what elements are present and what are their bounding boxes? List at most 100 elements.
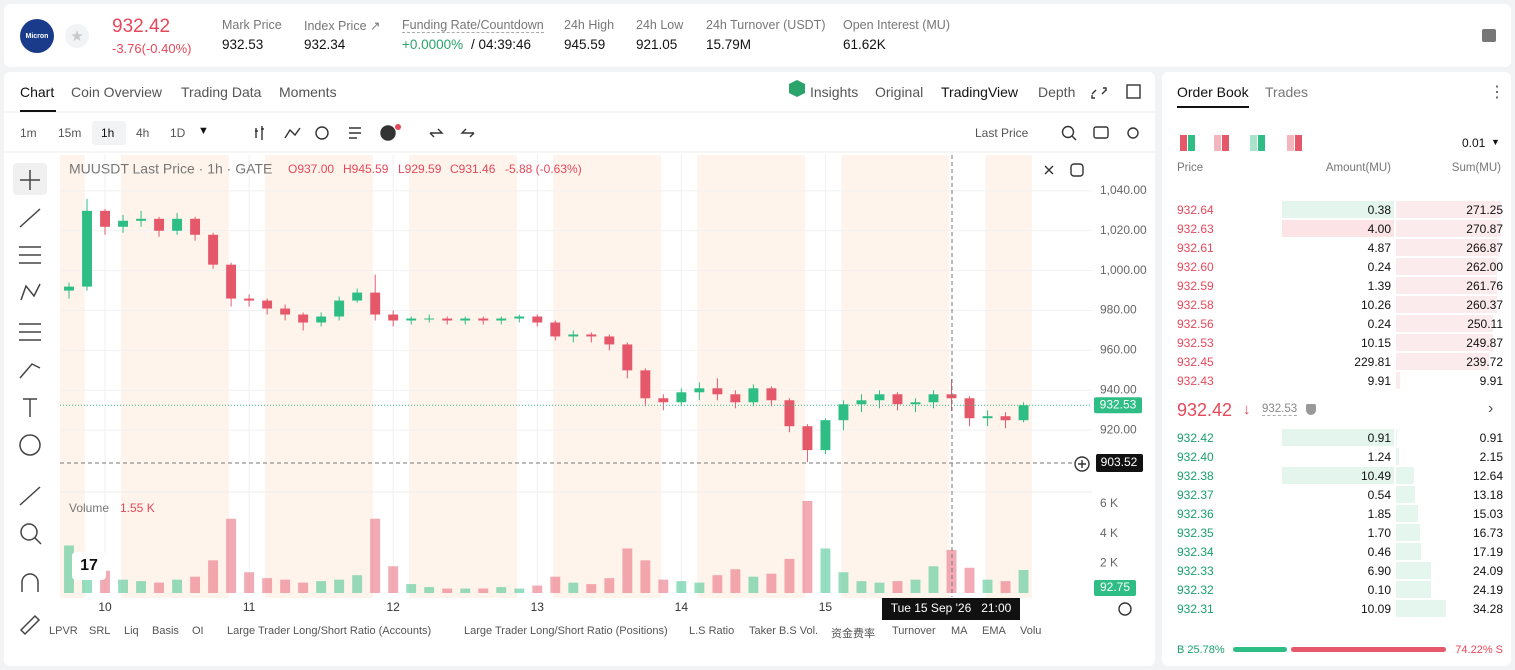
- caret[interactable]: ▼: [198, 125, 209, 137]
- ob-view[interactable]: [1188, 135, 1195, 151]
- interval[interactable]: 1m: [20, 126, 37, 140]
- ob-price[interactable]: 932.45: [1177, 355, 1214, 369]
- indicator[interactable]: EMA: [982, 625, 1006, 637]
- ob-price[interactable]: 932.31: [1177, 602, 1214, 616]
- ob-tab[interactable]: Trades: [1265, 84, 1309, 100]
- ob-tab[interactable]: Order Book: [1177, 84, 1249, 108]
- ob-sum: 24.19: [1472, 583, 1503, 597]
- ob-view[interactable]: [1250, 135, 1257, 151]
- header-icon[interactable]: [1482, 29, 1496, 42]
- volume-bar: [136, 581, 146, 593]
- volume-bar: [712, 575, 723, 593]
- last-price: 932.42: [112, 16, 171, 37]
- ob-price[interactable]: 932.59: [1177, 279, 1214, 293]
- indicator[interactable]: Large Trader Long/Short Ratio (Positions…: [464, 625, 668, 637]
- interval[interactable]: 1h: [101, 126, 115, 140]
- indicator[interactable]: MA: [951, 625, 968, 637]
- ob-amount: 0.10: [1367, 583, 1391, 597]
- ob-view[interactable]: [1295, 135, 1302, 151]
- indicator[interactable]: Volu: [1020, 625, 1042, 637]
- price-type[interactable]: Last Price: [975, 126, 1029, 140]
- ob-view[interactable]: [1258, 135, 1265, 151]
- depth-bar: [1396, 505, 1418, 522]
- candle-body: [640, 370, 651, 399]
- ob-price[interactable]: 932.36: [1177, 507, 1214, 521]
- ob-price[interactable]: 932.58: [1177, 298, 1214, 312]
- candle-body: [334, 300, 345, 317]
- indicator[interactable]: Taker B.S Vol.: [749, 625, 819, 637]
- interval[interactable]: 1D: [170, 126, 186, 140]
- view[interactable]: Depth: [1038, 84, 1076, 100]
- session-bands: [60, 155, 1032, 598]
- stat-value: 932.53: [222, 37, 264, 52]
- depth-bar: [1396, 562, 1432, 579]
- ob-view[interactable]: [1222, 135, 1229, 151]
- ob-sum: 262.00: [1466, 260, 1503, 274]
- ob-price[interactable]: 932.33: [1177, 564, 1214, 578]
- drawing-tools[interactable]: [19, 170, 42, 636]
- candle-body: [298, 314, 309, 323]
- crosshair-time: Tue 15 Sep '26 21:00: [891, 601, 1012, 615]
- shield: [1306, 404, 1316, 415]
- ob-view[interactable]: [1287, 135, 1294, 151]
- ob-price[interactable]: 932.35: [1177, 526, 1214, 540]
- ob-price[interactable]: 932.40: [1177, 450, 1214, 464]
- ob-price[interactable]: 932.56: [1177, 317, 1214, 331]
- ob-price[interactable]: 932.60: [1177, 260, 1214, 274]
- favorite[interactable]: [65, 24, 89, 48]
- indicator[interactable]: L.S Ratio: [689, 625, 735, 637]
- ob-view[interactable]: [1180, 135, 1187, 151]
- col-head: Sum(MU): [1451, 162, 1501, 174]
- ob-price[interactable]: 932.43: [1177, 374, 1214, 388]
- tab[interactable]: Moments: [279, 84, 337, 100]
- ob-tick[interactable]: 0.01: [1462, 136, 1486, 150]
- depth-bar: [1396, 239, 1500, 256]
- ob-price[interactable]: 932.32: [1177, 583, 1214, 597]
- ob-view[interactable]: [1214, 135, 1221, 151]
- ob-price[interactable]: 932.53: [1177, 336, 1214, 350]
- chevron[interactable]: ›: [1488, 400, 1494, 417]
- interval[interactable]: 4h: [136, 126, 150, 140]
- interval[interactable]: 15m: [58, 126, 82, 140]
- indicator[interactable]: Large Trader Long/Short Ratio (Accounts): [227, 625, 432, 637]
- ob-price[interactable]: 932.61: [1177, 241, 1214, 255]
- ob-amount: 229.81: [1354, 355, 1391, 369]
- tab[interactable]: Coin Overview: [71, 84, 163, 100]
- depth-bar: [1396, 429, 1398, 446]
- menu[interactable]: ⋮: [1489, 84, 1505, 101]
- indicator[interactable]: Liq: [124, 625, 139, 637]
- depth-bar: [1396, 277, 1498, 294]
- price-change: -3.76(-0.40%): [112, 41, 192, 56]
- toolbar-icons[interactable]: [255, 84, 1141, 616]
- candle-body: [82, 210, 92, 287]
- ob-price[interactable]: 932.34: [1177, 545, 1214, 559]
- view[interactable]: Insights: [810, 84, 859, 100]
- indicator[interactable]: Basis: [152, 625, 179, 637]
- candle-body: [388, 314, 399, 321]
- view[interactable]: Original: [875, 84, 924, 100]
- star[interactable]: ★: [70, 28, 83, 45]
- indicator[interactable]: 资金费率: [831, 628, 875, 640]
- indicator[interactable]: OI: [192, 625, 204, 637]
- volume-bar: [118, 579, 128, 593]
- candle-body: [622, 344, 633, 371]
- indicator[interactable]: Turnover: [892, 625, 936, 637]
- ob-price[interactable]: 932.64: [1177, 203, 1214, 217]
- indicator[interactable]: LPVR: [49, 625, 78, 637]
- ob-price[interactable]: 932.37: [1177, 488, 1214, 502]
- candle-body: [208, 234, 219, 265]
- candle-body: [766, 388, 777, 401]
- indicator[interactable]: SRL: [89, 625, 111, 637]
- ob-amount: 0.54: [1367, 488, 1391, 502]
- ob-price[interactable]: 932.63: [1177, 222, 1214, 236]
- candle-body: [856, 400, 867, 405]
- volume-bar: [748, 576, 759, 593]
- ob-price[interactable]: 932.38: [1177, 469, 1214, 483]
- tab[interactable]: Trading Data: [181, 84, 262, 100]
- volume-bar: [316, 581, 327, 593]
- tab[interactable]: Chart: [20, 84, 55, 100]
- caret[interactable]: ▼: [1491, 137, 1500, 147]
- depth-bar: [1396, 524, 1421, 541]
- ob-price[interactable]: 932.42: [1177, 431, 1214, 445]
- view[interactable]: TradingView: [941, 84, 1019, 100]
